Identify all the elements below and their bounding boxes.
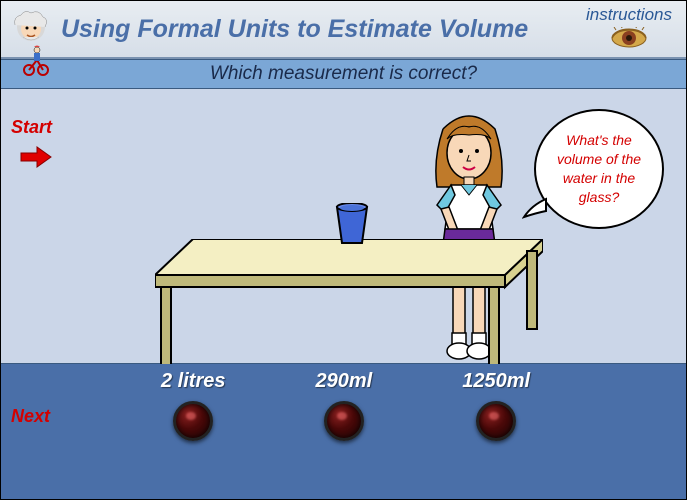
bubble-text: What's the volume of the water in the gl…: [546, 131, 652, 207]
start-arrow-icon[interactable]: [19, 145, 53, 169]
header-bar: Using Formal Units to Estimate Volume in…: [1, 1, 686, 59]
option-1-label: 2 litres: [161, 370, 225, 393]
instructions-label: instructions: [586, 5, 672, 24]
option-1[interactable]: 2 litres: [161, 370, 225, 441]
start-label: Start: [11, 117, 52, 138]
next-label: Next: [11, 406, 50, 427]
page-title: Using Formal Units to Estimate Volume: [61, 15, 528, 44]
option-3-button[interactable]: [476, 401, 516, 441]
instructions-link[interactable]: instructions: [586, 5, 672, 49]
eye-icon: [610, 27, 648, 49]
scene-area: Start: [1, 89, 686, 364]
bubble-tail-icon: [522, 197, 548, 219]
biker-icon: [21, 42, 51, 76]
option-2[interactable]: 290ml: [315, 370, 372, 441]
option-2-label: 290ml: [315, 370, 372, 393]
option-1-button[interactable]: [173, 401, 213, 441]
option-3[interactable]: 1250ml: [462, 370, 530, 441]
answer-footer: Next 2 litres 290ml 1250ml: [1, 364, 686, 499]
cup-illustration: [335, 203, 369, 245]
speech-bubble: What's the volume of the water in the gl…: [534, 109, 664, 229]
question-text: Which measurement is correct?: [210, 63, 477, 84]
options-row: 2 litres 290ml 1250ml: [161, 370, 530, 441]
option-2-button[interactable]: [324, 401, 364, 441]
option-3-label: 1250ml: [462, 370, 530, 393]
question-bar: Which measurement is correct?: [1, 59, 686, 89]
table-illustration: [155, 239, 543, 367]
